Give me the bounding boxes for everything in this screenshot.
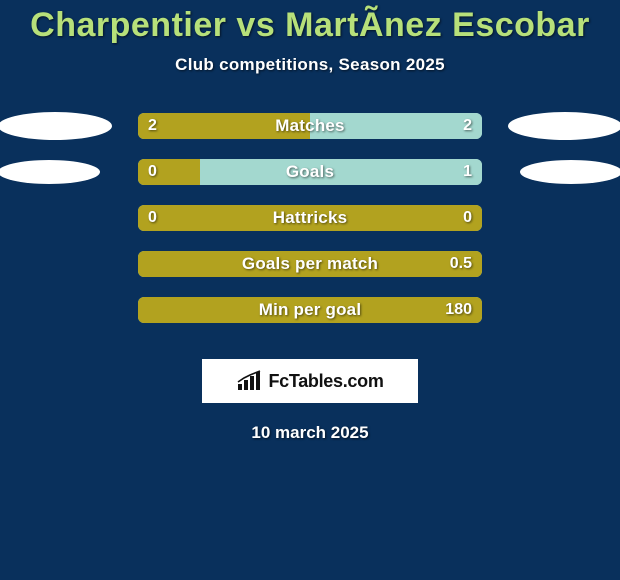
stat-row: Min per goal 180 [0, 287, 620, 333]
stat-label: Matches [138, 116, 482, 136]
brand-logo-text: FcTables.com [268, 371, 383, 392]
stats-area: 2 Matches 2 0 Goals 1 0 Hat [0, 103, 620, 333]
stat-bar: 0 Hattricks 0 [138, 205, 482, 231]
comparison-title: Charpentier vs MartÃ­nez Escobar [30, 6, 590, 45]
player-left-marker [0, 112, 112, 140]
stat-label: Goals per match [138, 254, 482, 274]
player-right-marker [520, 160, 620, 184]
stat-bar: Min per goal 180 [138, 297, 482, 323]
stat-row: Goals per match 0.5 [0, 241, 620, 287]
bar-chart-icon [236, 370, 262, 392]
stat-value-right: 0.5 [450, 255, 472, 273]
stat-bar: Goals per match 0.5 [138, 251, 482, 277]
stat-row: 2 Matches 2 [0, 103, 620, 149]
date-text: 10 march 2025 [251, 423, 368, 443]
stat-bar: 0 Goals 1 [138, 159, 482, 185]
stat-bar: 2 Matches 2 [138, 113, 482, 139]
stat-value-right: 180 [445, 301, 472, 319]
stat-value-right: 1 [463, 163, 472, 181]
stat-value-right: 2 [463, 117, 472, 135]
brand-logo-box: FcTables.com [202, 359, 418, 403]
comparison-subtitle: Club competitions, Season 2025 [175, 55, 445, 75]
player-left-marker [0, 160, 100, 184]
stat-label: Goals [138, 162, 482, 182]
stat-value-right: 0 [463, 209, 472, 227]
stat-row: 0 Goals 1 [0, 149, 620, 195]
stat-row: 0 Hattricks 0 [0, 195, 620, 241]
stat-label: Hattricks [138, 208, 482, 228]
content-root: Charpentier vs MartÃ­nez Escobar Club co… [0, 0, 620, 580]
player-right-marker [508, 112, 620, 140]
stat-label: Min per goal [138, 300, 482, 320]
